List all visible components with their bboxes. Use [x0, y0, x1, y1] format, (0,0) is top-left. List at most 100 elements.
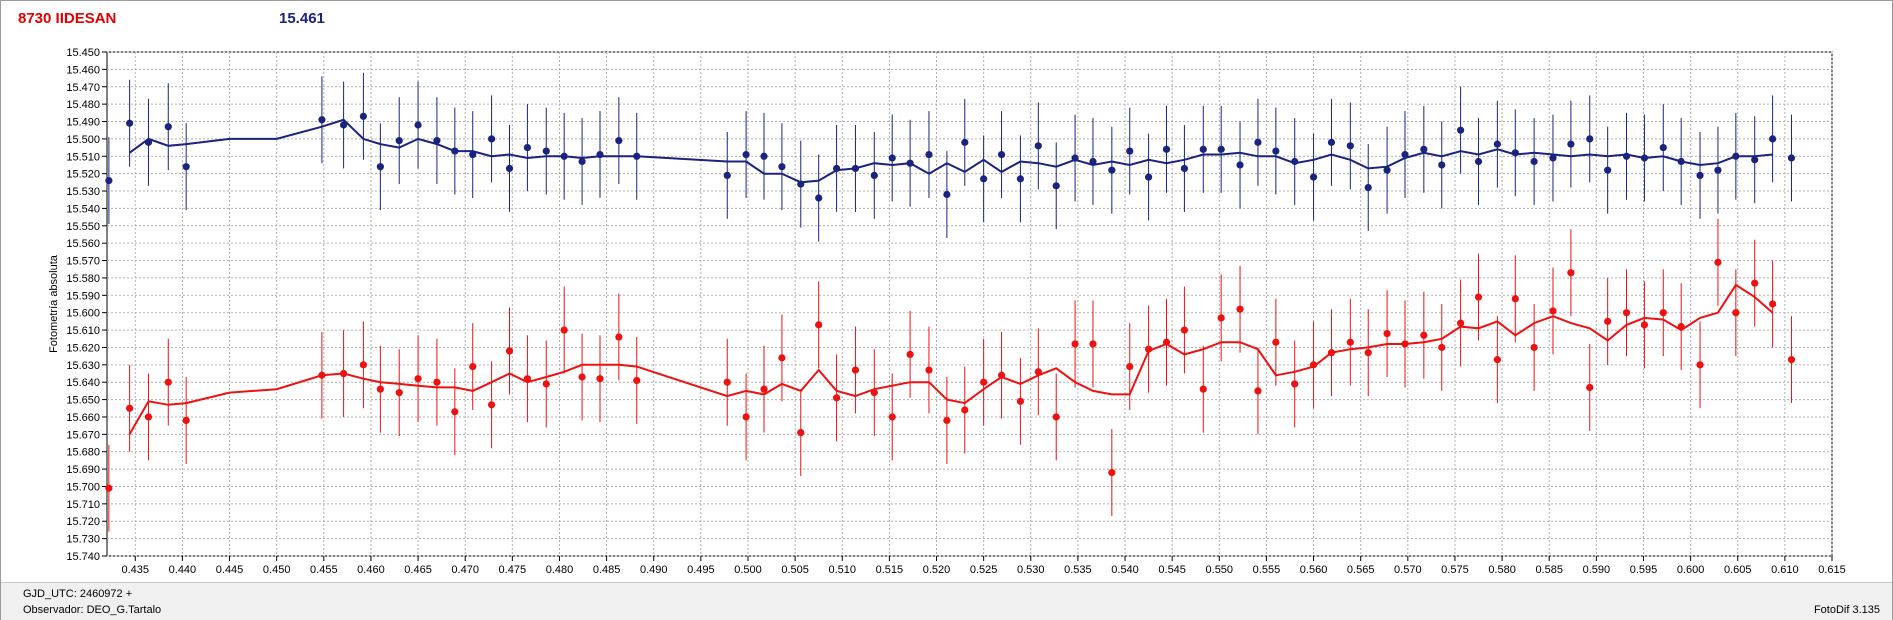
data-point	[1089, 340, 1097, 348]
data-point	[182, 416, 190, 425]
y-tick-label: 15.630	[66, 360, 100, 372]
x-tick-label: 0.550	[1206, 564, 1234, 576]
data-point	[1567, 269, 1575, 277]
data-point	[126, 404, 134, 412]
data-point	[1309, 173, 1318, 181]
data-point	[1383, 166, 1391, 174]
y-tick-label: 15.460	[66, 64, 100, 76]
data-point	[560, 326, 568, 334]
y-tick-label: 15.540	[66, 203, 100, 215]
photometry-chart: 15.450 15.460 15.470 15.480 15.490 15.500 15.5…	[48, 47, 1846, 576]
data-point	[1162, 338, 1171, 346]
data-point	[1659, 309, 1667, 317]
data-point	[961, 406, 969, 414]
x-tick-label: 0.555	[1253, 564, 1281, 576]
data-point	[1180, 326, 1189, 334]
data-point	[997, 150, 1006, 159]
x-tick-label: 0.560	[1300, 564, 1328, 576]
data-point	[359, 112, 367, 120]
data-point	[164, 378, 172, 386]
data-point	[1327, 138, 1336, 146]
data-point	[1457, 126, 1465, 134]
data-point	[1272, 338, 1280, 346]
y-tick-label: 15.660	[66, 412, 100, 424]
y-tick-label: 15.600	[66, 308, 100, 320]
y-tick-label: 15.640	[66, 377, 100, 389]
data-point	[797, 429, 805, 437]
y-tick-label: 15.670	[66, 429, 100, 441]
data-point	[182, 163, 190, 171]
x-tick-label: 0.505	[781, 564, 809, 576]
x-tick-label: 0.490	[640, 564, 668, 576]
x-tick-label: 0.455	[310, 564, 338, 576]
data-point	[1346, 338, 1354, 346]
data-point	[487, 135, 496, 143]
data-point	[1126, 362, 1134, 371]
data-point	[1071, 340, 1079, 348]
data-point	[815, 194, 823, 202]
data-point	[1383, 329, 1391, 338]
data-point	[1530, 343, 1538, 352]
y-tick-label: 15.570	[66, 256, 100, 268]
data-point	[1420, 331, 1428, 339]
data-point	[578, 373, 586, 381]
data-point	[1622, 309, 1631, 317]
y-tick-label: 15.560	[66, 238, 100, 250]
data-point	[1696, 171, 1704, 179]
data-point	[1052, 182, 1060, 190]
y-tick-label: 15.500	[66, 134, 100, 146]
series-layer	[105, 72, 1796, 532]
fit-line	[128, 283, 1774, 435]
x-tick-label: 0.535	[1064, 564, 1092, 576]
data-point	[578, 157, 586, 166]
data-point	[414, 375, 422, 383]
y-tick-label: 15.730	[66, 534, 100, 546]
y-tick-label: 15.470	[66, 82, 100, 94]
data-point	[1549, 307, 1557, 315]
x-tick-label: 0.475	[499, 564, 527, 576]
x-tick-label: 0.540	[1111, 564, 1139, 576]
data-point	[778, 354, 786, 362]
data-point	[742, 150, 750, 159]
data-point	[760, 385, 768, 393]
data-point	[126, 119, 134, 127]
data-point	[615, 333, 623, 341]
x-tick-label: 0.510	[828, 564, 856, 576]
data-point	[1180, 164, 1189, 173]
data-point	[1071, 154, 1079, 162]
data-point	[1769, 135, 1777, 143]
x-tick-label: 0.565	[1347, 564, 1375, 576]
data-point	[851, 366, 860, 374]
data-point	[1474, 157, 1483, 166]
data-point	[1126, 147, 1134, 155]
status-footer: GJD_UTC: 2460972 + Observador: DEO_G.Tar…	[1, 582, 1892, 620]
data-point	[523, 375, 532, 383]
data-point	[778, 163, 786, 171]
data-point	[359, 361, 367, 369]
data-point	[832, 164, 841, 173]
data-point	[469, 362, 477, 371]
data-point	[433, 137, 441, 145]
data-point	[1254, 387, 1262, 395]
data-point	[906, 159, 914, 167]
data-point	[144, 413, 153, 421]
y-tick-label: 15.610	[66, 325, 100, 337]
y-tick-label: 15.520	[66, 169, 100, 181]
y-tick-label: 15.450	[66, 47, 100, 59]
data-point	[832, 394, 841, 402]
data-point	[433, 378, 441, 386]
data-point	[1309, 361, 1318, 369]
data-point	[395, 389, 403, 397]
data-point	[1787, 154, 1796, 162]
y-tick-label: 15.480	[66, 99, 100, 111]
data-point	[742, 413, 750, 421]
data-point	[596, 150, 604, 159]
x-tick-label: 0.435	[122, 564, 150, 576]
data-point	[615, 137, 623, 145]
version-label: FotoDif 3.135	[1813, 604, 1880, 616]
data-point	[395, 137, 403, 145]
data-point	[1016, 397, 1025, 405]
y-tick-label: 15.720	[66, 516, 100, 528]
data-point	[1457, 319, 1465, 327]
data-point	[1604, 317, 1612, 325]
